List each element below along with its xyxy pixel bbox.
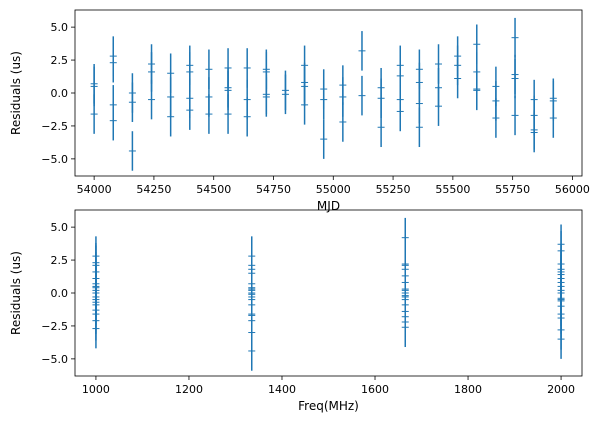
x-tick-label: 1000 — [82, 383, 110, 396]
x-tick-label: 54500 — [196, 183, 231, 196]
x-tick-label: 1200 — [175, 383, 203, 396]
y-tick-label: 0.0 — [51, 287, 69, 300]
x-tick-label: 1600 — [361, 383, 389, 396]
x-axis-label: Freq(MHz) — [298, 399, 359, 413]
y-tick-label: −2.5 — [41, 120, 68, 133]
y-tick-label: −2.5 — [41, 320, 68, 333]
y-axis-label: Residuals (us) — [9, 251, 23, 335]
x-tick-label: 56000 — [555, 183, 590, 196]
y-tick-label: −5.0 — [41, 353, 68, 366]
y-tick-label: 0.0 — [51, 87, 69, 100]
x-tick-label: 2000 — [547, 383, 575, 396]
y-tick-label: 5.0 — [51, 221, 69, 234]
axes-1: 54000 54250 54500 54750 55000 55250 55500 55750… — [9, 9, 590, 213]
y-tick-label: 2.5 — [51, 54, 69, 67]
errorbar-series — [90, 17, 557, 171]
x-tick-label: 54250 — [136, 183, 171, 196]
x-tick-label: 54750 — [256, 183, 291, 196]
x-axis-label: MJD — [317, 199, 340, 213]
x-tick-label: 55750 — [495, 183, 530, 196]
y-tick-label: 2.5 — [51, 254, 69, 267]
axes-frame — [74, 209, 583, 377]
x-tick-label: 55000 — [316, 183, 351, 196]
x-tick-label: 55500 — [435, 183, 470, 196]
y-axis-label: Residuals (us) — [9, 51, 23, 135]
x-tick-label: 1800 — [454, 383, 482, 396]
x-tick-label: 1400 — [268, 383, 296, 396]
y-tick-label: −5.0 — [41, 153, 68, 166]
y-tick-label: 5.0 — [51, 21, 69, 34]
errorbar-series — [92, 217, 565, 371]
axes-2: 1000 1200 1400 1600 1800 2000 −5.0 −2.5 0.0 2.5 5.… — [9, 209, 583, 413]
x-tick-label: 54000 — [77, 183, 112, 196]
x-tick-label: 55250 — [376, 183, 411, 196]
